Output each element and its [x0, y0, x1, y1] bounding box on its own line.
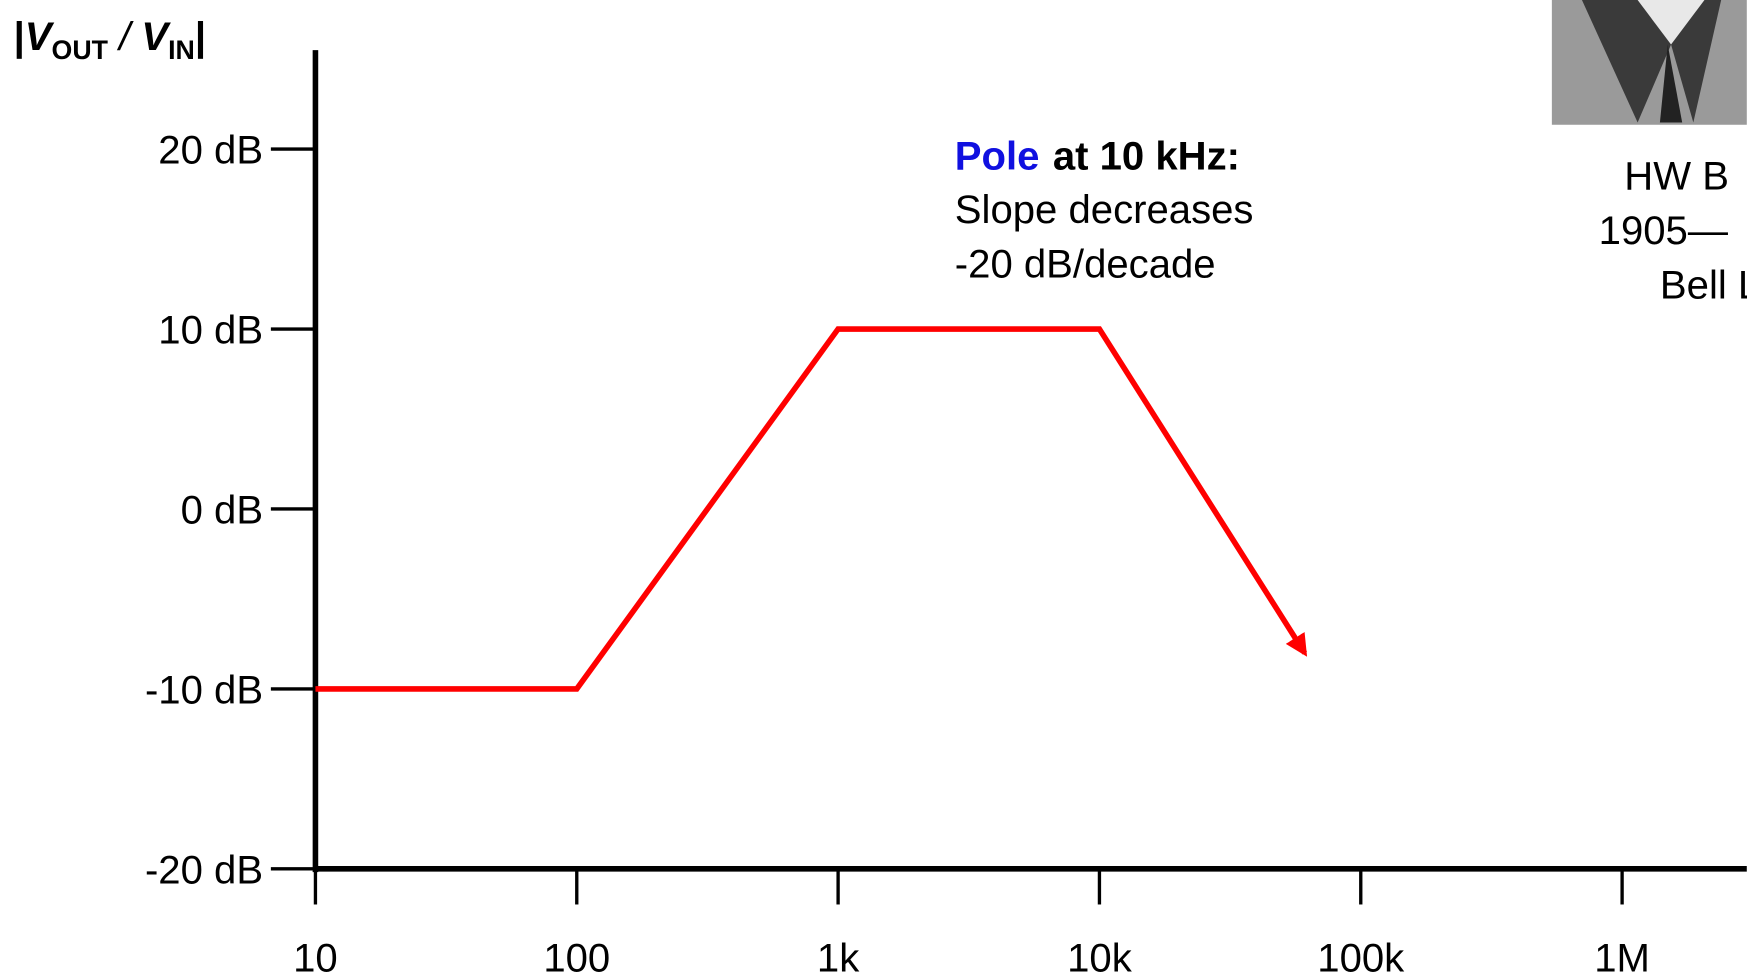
- y-label-part: IN: [168, 35, 195, 65]
- x-tick-label: 10: [293, 936, 338, 978]
- y-label-part: |: [14, 15, 25, 59]
- y-label-part: OUT: [52, 35, 109, 65]
- y-tick-label: 0 dB: [181, 488, 263, 532]
- x-tick-label: 10k: [1067, 936, 1133, 978]
- photo-caption: 1905—: [1599, 209, 1729, 253]
- page: HW B 1905— Bell L |VOUT / VIN| Poleat 10…: [0, 0, 1747, 978]
- y-label-part: |: [195, 15, 206, 59]
- annotation-line: -20 dB/decade: [955, 242, 1216, 286]
- photo: [1552, 0, 1747, 125]
- annotation: Pole at 10 kHz:: [955, 134, 1240, 178]
- chart: HW B 1905— Bell L |VOUT / VIN| Poleat 10…: [0, 0, 1747, 978]
- y-axis-label: |VOUT / VIN|: [14, 15, 206, 65]
- annotation-line: Slope decreases: [955, 188, 1254, 232]
- photo-caption: Bell L: [1660, 264, 1747, 308]
- y-tick-label: 10 dB: [158, 309, 263, 353]
- x-tick-label: 1M: [1594, 936, 1650, 978]
- y-label-part: V: [25, 15, 55, 59]
- y-label-part: V: [141, 15, 171, 59]
- y-tick-label: -10 dB: [145, 668, 263, 712]
- y-tick-label: 20 dB: [158, 129, 263, 173]
- x-tick-label: 100: [543, 936, 610, 978]
- annotation-highlight: Pole: [955, 134, 1040, 178]
- photo-caption: HW B: [1624, 154, 1729, 198]
- x-tick-label: 1k: [817, 936, 860, 978]
- y-label-part: /: [108, 15, 141, 59]
- annotation-bold: at 10 kHz:: [1053, 134, 1240, 178]
- x-tick-label: 100k: [1317, 936, 1405, 978]
- response-line: [315, 329, 1304, 689]
- y-tick-label: -20 dB: [145, 848, 263, 892]
